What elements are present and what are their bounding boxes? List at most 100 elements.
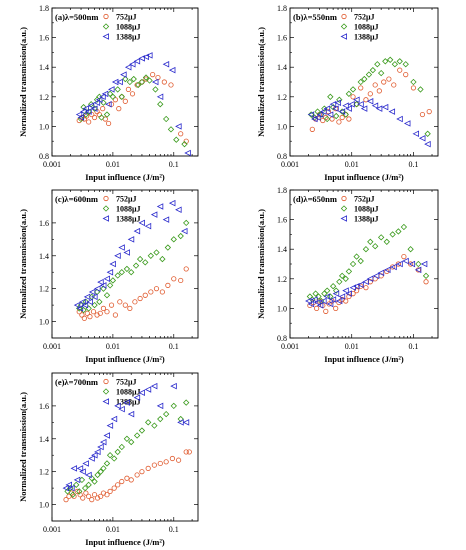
data-point — [118, 443, 125, 451]
legend-label: 752μJ — [116, 13, 137, 22]
data-point — [118, 405, 125, 413]
data-point — [163, 459, 169, 465]
data-point — [96, 111, 102, 118]
data-point — [89, 111, 95, 118]
data-point — [415, 260, 422, 268]
data-point — [363, 97, 369, 103]
data-point — [63, 497, 69, 503]
data-point — [105, 120, 112, 127]
data-point — [81, 301, 89, 309]
legend-marker — [103, 195, 109, 202]
data-point — [97, 468, 104, 475]
x-tick-label: 0.001 — [43, 160, 61, 169]
data-point — [118, 244, 125, 251]
data-point — [309, 126, 315, 132]
data-point — [101, 90, 109, 98]
data-point — [376, 88, 382, 94]
data-point — [388, 108, 396, 115]
data-point — [377, 269, 385, 277]
data-point — [323, 287, 331, 294]
data-point — [183, 266, 189, 272]
data-point — [122, 98, 128, 104]
y-tick-label: 1.8 — [39, 4, 49, 13]
data-point — [381, 103, 389, 111]
data-point — [414, 266, 422, 274]
data-point — [170, 382, 177, 390]
data-point — [138, 219, 145, 227]
data-point — [146, 52, 153, 59]
data-point — [389, 231, 396, 238]
data-point — [336, 278, 343, 285]
x-tick-label: 0.01 — [106, 160, 120, 169]
y-tick-label: 1.2 — [277, 93, 287, 102]
data-point — [100, 305, 107, 311]
data-point — [362, 278, 369, 286]
data-point — [395, 228, 402, 235]
x-tick-label: 0.001 — [281, 342, 299, 351]
data-point — [124, 63, 132, 71]
y-axis-title: Normalized transmission(a.u.) — [256, 27, 266, 137]
data-point — [349, 86, 357, 93]
data-point — [91, 114, 98, 121]
data-point — [314, 299, 321, 306]
x-tick-label: 0.01 — [106, 342, 120, 351]
data-point — [173, 136, 180, 143]
data-point — [338, 293, 346, 300]
data-point — [109, 260, 116, 268]
data-point — [95, 96, 103, 104]
data-point — [133, 394, 141, 401]
data-point — [144, 386, 152, 393]
x-axis-title: Input influence (J/m²) — [324, 172, 404, 182]
data-point — [129, 91, 136, 97]
panel-title: (c)λ=600nm — [55, 194, 98, 204]
x-axis-title: Input influence (J/m²) — [85, 354, 165, 364]
x-tick-label: 0.1 — [408, 342, 418, 351]
legend-marker — [340, 215, 348, 222]
x-tick-label: 0.01 — [345, 342, 359, 351]
data-point — [329, 100, 337, 108]
data-point — [183, 449, 189, 455]
data-point — [396, 58, 403, 65]
data-point — [360, 105, 368, 112]
data-point — [312, 290, 319, 297]
panel-title: (a)λ=500nm — [55, 12, 99, 22]
data-point — [76, 465, 84, 472]
data-point — [99, 438, 107, 446]
data-point — [326, 111, 334, 118]
data-point — [371, 102, 379, 109]
data-point — [384, 266, 391, 274]
data-point — [171, 276, 177, 282]
data-point — [354, 288, 360, 294]
data-point — [311, 296, 318, 303]
chart-panel: 0.001 0.01 0.1 0.8 1.0 1.2 1.4 1.6 1.8 Input infl… — [18, 4, 199, 182]
data-point — [175, 457, 182, 463]
legend-marker — [103, 13, 109, 20]
data-point — [81, 315, 87, 321]
data-point — [396, 115, 403, 123]
data-point — [122, 75, 129, 83]
y-axis-title: Normalized transmission(a.u.) — [18, 392, 28, 502]
data-point — [137, 295, 143, 302]
data-point — [88, 288, 96, 296]
data-point — [79, 468, 86, 475]
data-point — [423, 279, 429, 285]
data-point — [133, 227, 141, 235]
data-point — [114, 86, 121, 93]
data-point — [321, 290, 328, 297]
legend-label: 1088μJ — [354, 23, 379, 32]
data-point — [104, 492, 110, 498]
data-point — [372, 272, 380, 280]
data-point — [159, 255, 166, 263]
data-point — [183, 219, 190, 227]
data-point — [123, 265, 131, 273]
data-point — [70, 465, 78, 472]
data-point — [175, 123, 182, 130]
y-tick-label: 1.4 — [39, 252, 49, 261]
data-point — [133, 432, 141, 439]
data-point — [338, 272, 346, 280]
data-point — [395, 261, 401, 267]
data-point — [132, 262, 140, 269]
data-point — [342, 287, 349, 294]
data-point — [118, 269, 125, 276]
